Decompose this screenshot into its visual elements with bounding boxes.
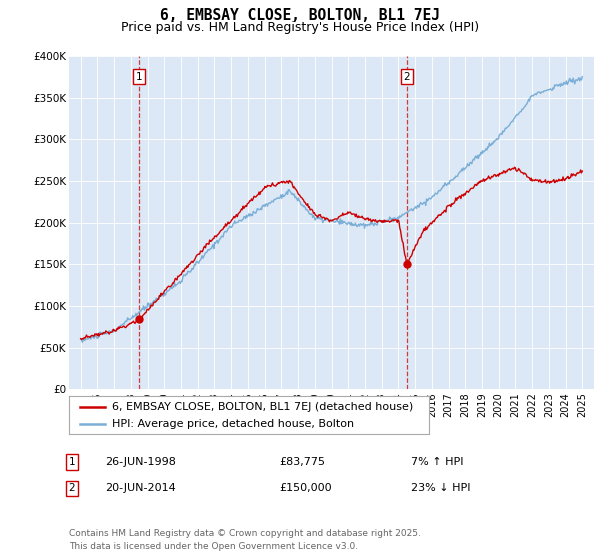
Text: Price paid vs. HM Land Registry's House Price Index (HPI): Price paid vs. HM Land Registry's House … [121,21,479,34]
Text: 6, EMBSAY CLOSE, BOLTON, BL1 7EJ: 6, EMBSAY CLOSE, BOLTON, BL1 7EJ [160,8,440,24]
Text: Contains HM Land Registry data © Crown copyright and database right 2025.
This d: Contains HM Land Registry data © Crown c… [69,529,421,550]
Text: 20-JUN-2014: 20-JUN-2014 [105,483,176,493]
Text: 1: 1 [68,457,76,467]
Text: £150,000: £150,000 [279,483,332,493]
Text: 2: 2 [403,72,410,82]
Text: 23% ↓ HPI: 23% ↓ HPI [411,483,470,493]
Text: HPI: Average price, detached house, Bolton: HPI: Average price, detached house, Bolt… [112,419,355,430]
Text: 7% ↑ HPI: 7% ↑ HPI [411,457,463,467]
Text: 1: 1 [136,72,143,82]
Text: 26-JUN-1998: 26-JUN-1998 [105,457,176,467]
Text: £83,775: £83,775 [279,457,325,467]
Text: 6, EMBSAY CLOSE, BOLTON, BL1 7EJ (detached house): 6, EMBSAY CLOSE, BOLTON, BL1 7EJ (detach… [112,402,413,412]
Text: 2: 2 [68,483,76,493]
